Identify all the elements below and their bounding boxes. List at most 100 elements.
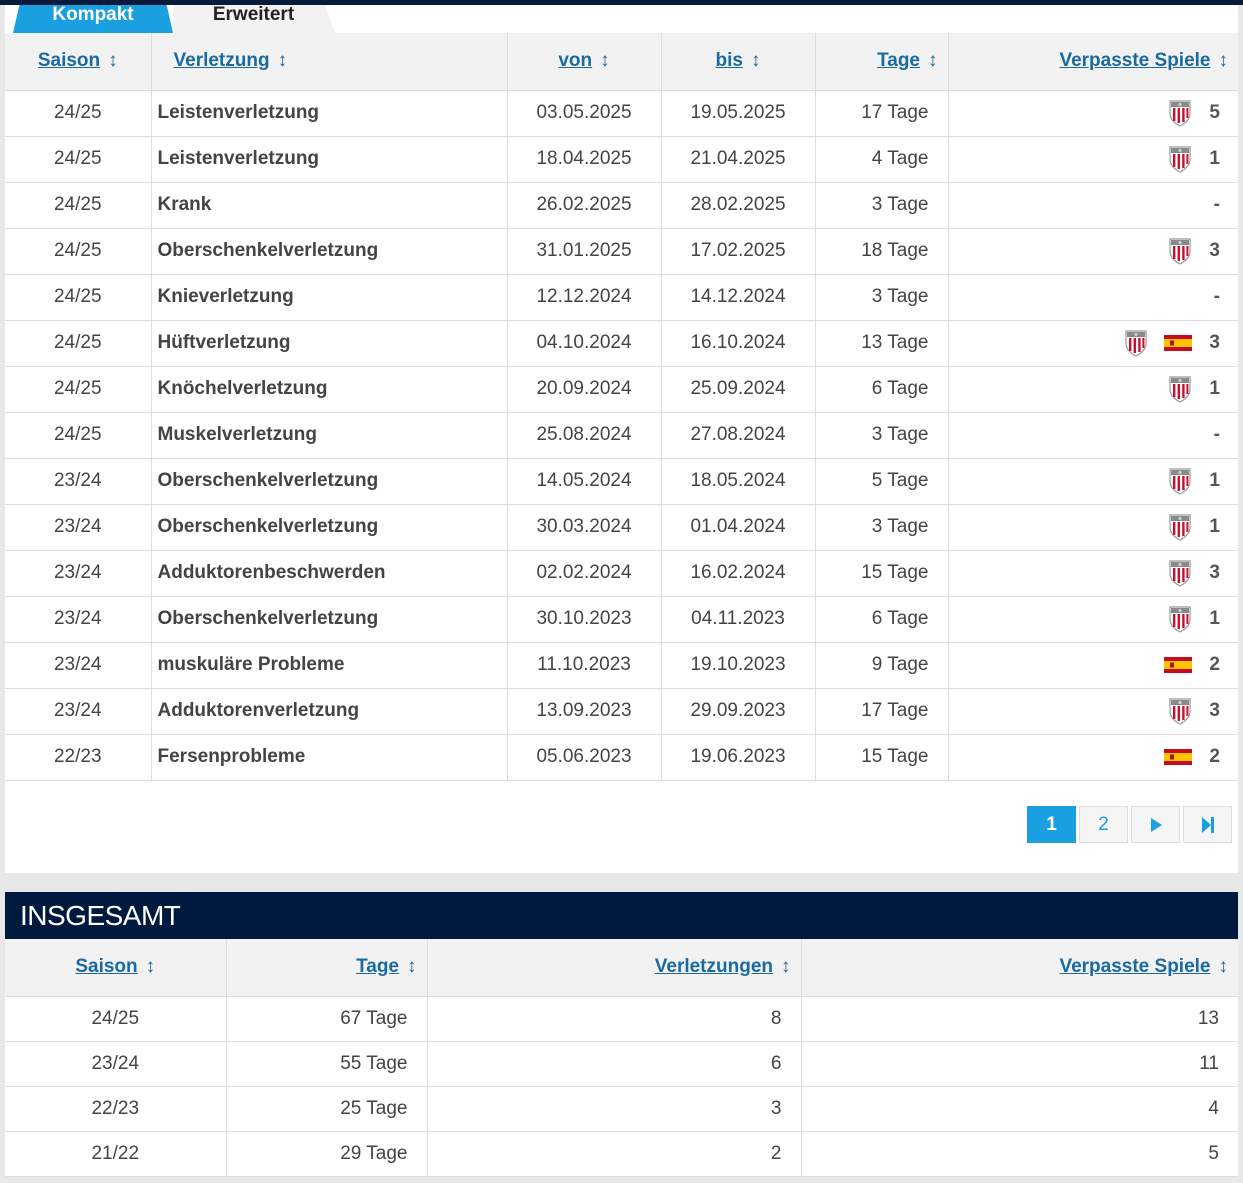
sort-icon[interactable]: ↕ [781, 956, 791, 978]
missed-count: - [1213, 424, 1220, 445]
sort-season-link[interactable]: Saison [37, 50, 101, 72]
from-date-cell: 20.09.2024 [507, 366, 662, 413]
season-cell: 24/25 [5, 90, 152, 137]
club-crest-icon[interactable] [1168, 375, 1192, 403]
season-cell: 24/25 [5, 274, 152, 321]
sort-from-link[interactable]: von [558, 50, 593, 72]
missed-games-cell: - [948, 182, 1238, 229]
from-date-cell: 04.10.2024 [507, 320, 662, 367]
until-date-cell: 27.08.2024 [661, 412, 816, 459]
season-cell: 24/25 [5, 996, 227, 1042]
sort-injury-link[interactable]: Verletzung [173, 50, 270, 72]
from-date-cell: 11.10.2023 [507, 642, 662, 689]
missed-count: 3 [1209, 562, 1220, 583]
missed-count: - [1213, 194, 1220, 215]
sort-icon[interactable]: ↕ [108, 50, 118, 72]
injury-cell: Oberschenkelverletzung [151, 596, 508, 643]
injury-cell: Oberschenkelverletzung [151, 228, 508, 275]
from-date-cell: 13.09.2023 [507, 688, 662, 735]
injury-cell: Muskelverletzung [151, 412, 508, 459]
season-cell: 24/25 [5, 136, 152, 183]
tab-extended[interactable]: Erweitert [173, 5, 335, 33]
col-from-header[interactable]: von ↕ [507, 33, 662, 91]
club-crest-icon[interactable] [1168, 559, 1192, 587]
sort-days-link[interactable]: Tage [356, 956, 399, 978]
days-cell: 9 Tage [815, 642, 949, 689]
missed-games-cell: - [948, 412, 1238, 459]
missed-count: 1 [1209, 608, 1220, 629]
table-row: 23/24 Oberschenkelverletzung 14.05.2024 18.… [5, 458, 1238, 505]
sort-icon[interactable]: ↕ [928, 50, 938, 72]
season-cell: 23/24 [5, 504, 152, 551]
season-cell: 24/25 [5, 366, 152, 413]
table-row: 22/23 Fersenprobleme 05.06.2023 19.06.2023 1… [5, 734, 1238, 781]
club-crest-icon[interactable] [1168, 697, 1192, 725]
top-bar [0, 0, 1243, 5]
sort-icon[interactable]: ↕ [1218, 50, 1229, 72]
until-date-cell: 19.06.2023 [661, 734, 816, 781]
sort-icon[interactable]: ↕ [750, 50, 761, 72]
missed-count: 2 [1209, 746, 1220, 767]
missed-count: 1 [1209, 516, 1220, 537]
club-crest-icon[interactable] [1168, 237, 1192, 265]
club-crest-icon[interactable] [1168, 605, 1192, 633]
sort-missed-link[interactable]: Verpasste Spiele [1059, 50, 1211, 72]
sort-icon[interactable]: ↕ [277, 50, 288, 72]
injury-cell: Adduktorenbeschwerden [151, 550, 508, 597]
totals-col-missed-header[interactable]: Verpasste Spiele ↕ [801, 939, 1238, 997]
sort-until-link[interactable]: bis [715, 50, 743, 72]
season-cell: 21/22 [5, 1131, 227, 1177]
from-date-cell: 30.10.2023 [507, 596, 662, 643]
season-cell: 23/24 [5, 642, 152, 689]
table-row: 24/25 Muskelverletzung 25.08.2024 27.08.202… [5, 412, 1238, 459]
page-1-button[interactable]: 1 [1027, 806, 1076, 843]
until-date-cell: 14.12.2024 [661, 274, 816, 321]
totals-col-days-header[interactable]: Tage ↕ [226, 939, 428, 997]
season-cell: 24/25 [5, 412, 152, 459]
club-crest-icon[interactable] [1168, 467, 1192, 495]
until-date-cell: 18.05.2024 [661, 458, 816, 505]
sort-season-link[interactable]: Saison [75, 956, 138, 978]
sort-injuries-link[interactable]: Verletzungen [654, 956, 773, 978]
season-cell: 23/24 [5, 458, 152, 505]
totals-col-injuries-header[interactable]: Verletzungen ↕ [427, 939, 802, 997]
sort-days-link[interactable]: Tage [877, 50, 920, 72]
missed-count: 3 [1209, 240, 1220, 261]
col-until-header[interactable]: bis ↕ [661, 33, 816, 91]
next-arrow-icon [1150, 817, 1162, 832]
days-cell: 13 Tage [815, 320, 949, 367]
col-injury-header[interactable]: Verletzung ↕ [151, 33, 508, 91]
tab-compact[interactable]: Kompakt [13, 5, 173, 33]
sort-icon[interactable]: ↕ [600, 50, 610, 72]
last-page-button[interactable] [1183, 806, 1232, 843]
missed-games-cell: 1 [948, 458, 1238, 505]
club-crest-icon[interactable] [1168, 513, 1192, 541]
page-2-button[interactable]: 2 [1079, 806, 1128, 843]
club-crest-icon[interactable] [1124, 329, 1148, 357]
col-season-header[interactable]: Saison ↕ [5, 33, 152, 91]
missed-count: 5 [1209, 102, 1220, 123]
until-date-cell: 16.10.2024 [661, 320, 816, 367]
totals-title: INSGESAMT [5, 892, 1238, 939]
col-missed-header[interactable]: Verpasste Spiele ↕ [948, 33, 1238, 91]
missed-games-cell: 1 [948, 136, 1238, 183]
sort-missed-link[interactable]: Verpasste Spiele [1059, 956, 1211, 978]
sort-icon[interactable]: ↕ [145, 956, 156, 978]
missed-count: 1 [1209, 470, 1220, 491]
season-cell: 23/24 [5, 1041, 227, 1087]
season-cell: 24/25 [5, 320, 152, 367]
sort-icon[interactable]: ↕ [407, 956, 417, 978]
club-crest-icon[interactable] [1168, 145, 1192, 173]
col-days-header[interactable]: Tage ↕ [815, 33, 949, 91]
sort-icon[interactable]: ↕ [1218, 956, 1229, 978]
table-row: 24/25 Oberschenkelverletzung 31.01.2025 17.… [5, 228, 1238, 275]
next-page-button[interactable] [1131, 806, 1180, 843]
until-date-cell: 16.02.2024 [661, 550, 816, 597]
totals-col-season-header[interactable]: Saison ↕ [5, 939, 227, 997]
missed-games-cell: 5 [948, 90, 1238, 137]
injury-cell: Adduktorenverletzung [151, 688, 508, 735]
injuries-count-cell: 2 [427, 1131, 802, 1177]
injury-table: Saison ↕ Verletzung ↕ von ↕ bis ↕ Tage ↕ Verp… [5, 33, 1238, 781]
from-date-cell: 25.08.2024 [507, 412, 662, 459]
club-crest-icon[interactable] [1168, 99, 1192, 127]
